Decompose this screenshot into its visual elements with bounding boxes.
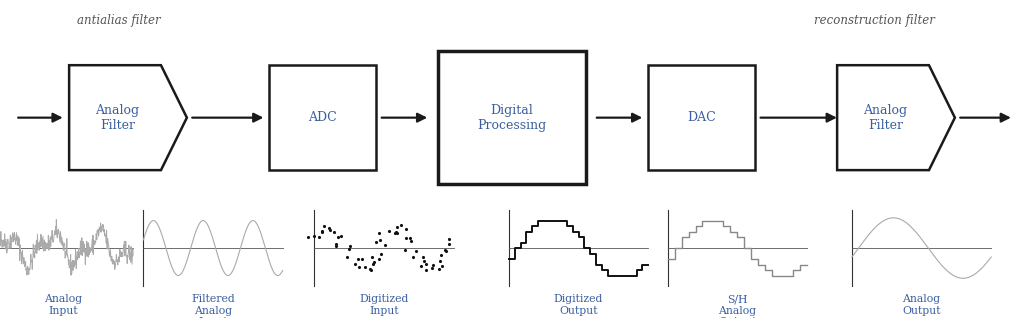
Text: Digital
Processing: Digital Processing <box>477 104 547 132</box>
Text: DAC: DAC <box>687 111 716 124</box>
Text: Filtered
Analog
Input: Filtered Analog Input <box>191 294 234 318</box>
Text: Analog
Input: Analog Input <box>44 294 83 316</box>
Text: Digitized
Output: Digitized Output <box>554 294 603 316</box>
Text: Analog
Filter: Analog Filter <box>863 104 907 132</box>
Bar <box>438 51 586 184</box>
Polygon shape <box>838 65 954 170</box>
Bar <box>648 65 756 170</box>
Text: S/H
Analog
Output: S/H Analog Output <box>718 294 757 318</box>
Text: Analog
Filter: Analog Filter <box>95 104 139 132</box>
Text: Analog
Output: Analog Output <box>902 294 941 316</box>
Polygon shape <box>70 65 186 170</box>
Text: ADC: ADC <box>308 111 337 124</box>
Bar <box>268 65 377 170</box>
Text: reconstruction filter: reconstruction filter <box>814 14 935 27</box>
Text: Digitized
Input: Digitized Input <box>359 294 409 316</box>
Text: antialias filter: antialias filter <box>77 14 161 27</box>
